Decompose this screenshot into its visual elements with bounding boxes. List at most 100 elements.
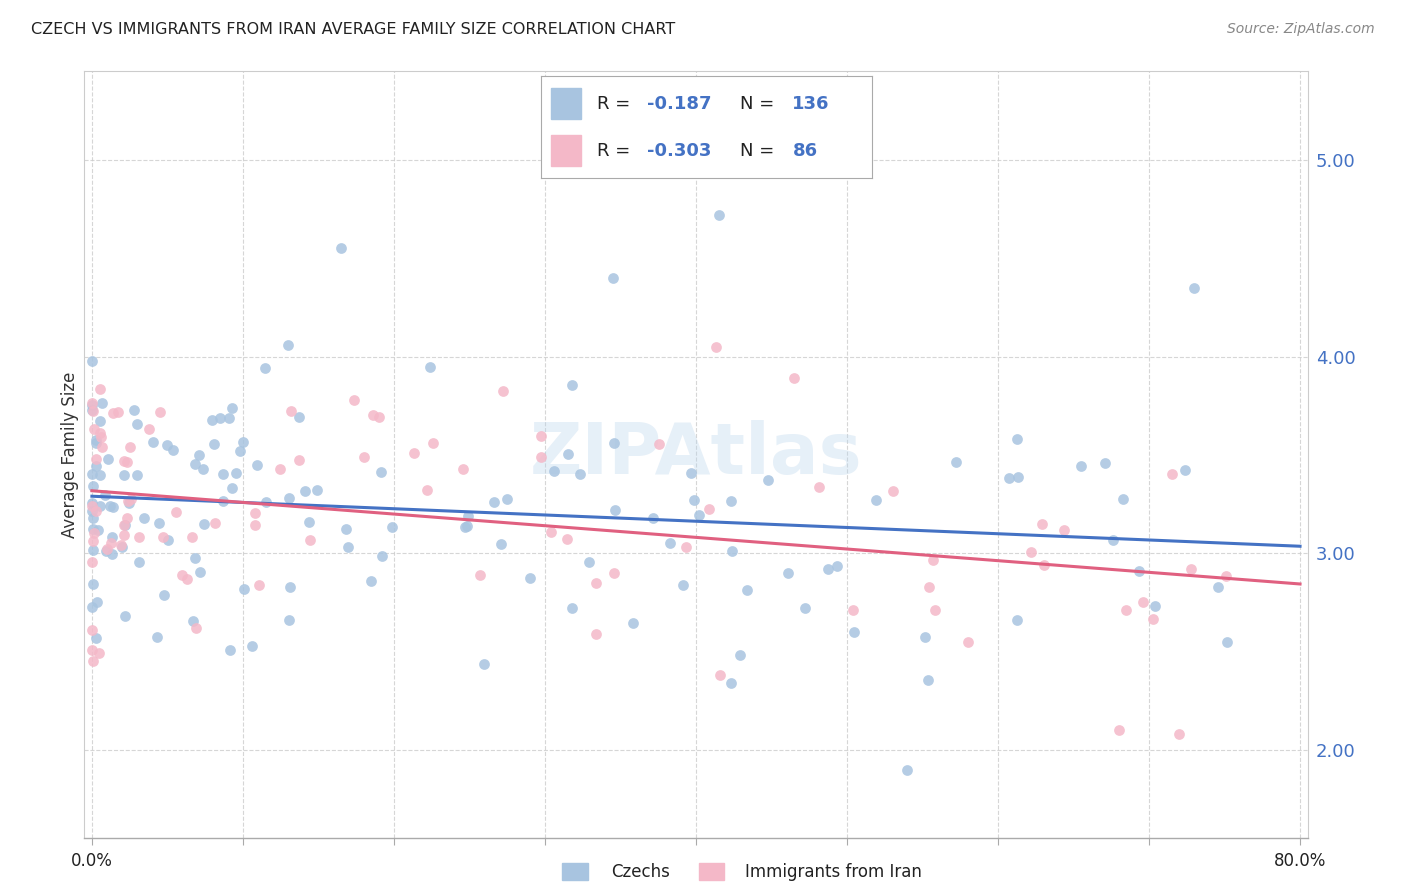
Point — [380, 520, 402, 534]
Point — [96, 544, 118, 558]
Point — [1112, 491, 1135, 506]
Point — [1031, 516, 1053, 531]
Point — [707, 208, 730, 222]
Text: Immigrants from Iran: Immigrants from Iran — [745, 863, 922, 881]
Point — [454, 520, 477, 534]
Point — [683, 492, 706, 507]
Point — [361, 408, 384, 422]
Point — [84, 459, 107, 474]
Point — [672, 577, 695, 591]
Point — [844, 625, 866, 640]
Point — [82, 643, 104, 657]
Point — [720, 544, 742, 558]
Point — [817, 561, 839, 575]
Point — [180, 530, 202, 544]
Point — [896, 763, 918, 777]
Point — [1102, 533, 1125, 547]
Point — [97, 451, 120, 466]
Point — [84, 436, 107, 450]
Point — [80, 396, 103, 410]
Point — [112, 528, 135, 542]
Point — [1033, 558, 1056, 572]
Point — [368, 409, 391, 424]
Point — [918, 580, 941, 594]
Point — [100, 536, 122, 550]
Point — [80, 398, 103, 412]
Point — [578, 555, 600, 569]
Point — [82, 403, 104, 417]
Point — [218, 642, 240, 657]
Point — [82, 533, 104, 548]
Point — [221, 481, 243, 495]
Point — [370, 465, 392, 479]
Point — [94, 488, 117, 502]
Point — [208, 410, 231, 425]
Point — [288, 452, 311, 467]
Point — [115, 455, 138, 469]
Point — [82, 499, 104, 513]
Point — [277, 338, 299, 352]
Point — [90, 396, 112, 410]
Point — [921, 553, 943, 567]
Point — [142, 435, 165, 450]
Point — [80, 504, 103, 518]
Point — [360, 574, 382, 588]
Point — [156, 533, 179, 548]
Point — [1168, 727, 1191, 741]
Point — [343, 392, 366, 407]
Point — [96, 542, 118, 557]
Point — [86, 595, 108, 609]
Point — [956, 634, 979, 648]
Point — [269, 461, 291, 475]
Point — [569, 467, 592, 481]
Point — [103, 406, 125, 420]
Point — [605, 503, 627, 517]
Point — [305, 483, 328, 497]
Point — [699, 502, 721, 516]
Point — [149, 405, 172, 419]
Y-axis label: Average Family Size: Average Family Size — [62, 372, 80, 538]
Point — [457, 509, 479, 524]
Point — [125, 467, 148, 482]
Point — [865, 493, 887, 508]
Point — [1144, 599, 1167, 614]
Point — [540, 525, 562, 540]
Point — [489, 537, 512, 551]
Point — [233, 582, 256, 597]
Point — [115, 510, 138, 524]
Point — [229, 444, 252, 458]
Point — [83, 422, 105, 436]
Point — [704, 340, 727, 354]
Point — [1007, 432, 1029, 446]
Point — [80, 556, 103, 570]
Point — [288, 409, 311, 424]
Point — [84, 504, 107, 518]
Point — [86, 524, 108, 538]
Point — [451, 462, 474, 476]
Text: ZIPAtlas: ZIPAtlas — [530, 420, 862, 490]
Point — [82, 576, 104, 591]
Point — [882, 484, 904, 499]
Point — [555, 533, 578, 547]
Point — [278, 581, 301, 595]
Point — [1005, 614, 1028, 628]
Point — [998, 471, 1021, 485]
Point — [83, 526, 105, 541]
Point — [112, 453, 135, 467]
Point — [709, 668, 731, 682]
Point — [496, 492, 519, 507]
Point — [335, 522, 357, 536]
Point — [118, 496, 141, 510]
Text: R =: R = — [598, 95, 637, 112]
Point — [585, 627, 607, 641]
Point — [530, 429, 553, 443]
Point — [530, 450, 553, 464]
Point — [675, 541, 697, 555]
Point — [114, 609, 136, 624]
Point — [585, 575, 607, 590]
Point — [101, 500, 124, 514]
Point — [756, 473, 779, 487]
Point — [80, 624, 103, 638]
Point — [187, 448, 209, 462]
Point — [184, 551, 207, 566]
